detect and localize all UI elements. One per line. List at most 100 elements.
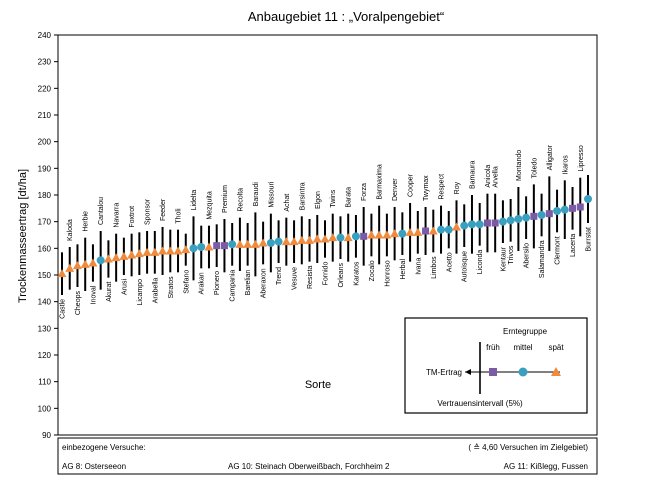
category-label: Elgon — [315, 191, 322, 209]
data-point-recolta — [235, 239, 245, 248]
data-point-mezquita — [204, 242, 214, 251]
category-label: Arabella — [152, 278, 159, 304]
category-label: Tholi — [176, 208, 183, 224]
legend-tm-label: TM-Ertrag — [426, 368, 462, 377]
y-tick-label: 190 — [38, 164, 52, 173]
data-point-foxtrot — [127, 250, 137, 259]
category-label: Kaloda — [67, 219, 74, 241]
data-point-bamaura — [467, 220, 476, 229]
legend-marker-spaet — [551, 367, 561, 376]
category-label: Premium — [222, 185, 229, 213]
category-label: Twins — [330, 189, 337, 207]
data-point-cantalou — [96, 256, 105, 265]
data-point-salamandra — [537, 211, 546, 219]
data-point-arakan — [197, 243, 206, 251]
category-label: Montando — [516, 150, 523, 181]
category-label: Acetto — [446, 252, 453, 272]
y-tick-label: 110 — [38, 378, 51, 387]
footer-ag8: AG 8: Osterseeon — [62, 462, 126, 471]
data-point-anicola — [483, 219, 491, 227]
category-label: Trend — [276, 267, 283, 285]
category-label: Ivana — [415, 258, 422, 275]
data-point-abersilo — [522, 213, 531, 222]
category-label: Akurat — [106, 282, 113, 302]
footer: einbezogene Versuche: ( ≙ 4,60 Versuchen… — [57, 437, 598, 475]
category-label: Resista — [307, 266, 314, 289]
category-label: Abersilo — [524, 243, 531, 268]
footer-ag11: AG 11: Kißlegg, Fussen — [504, 462, 588, 471]
data-point-orleans — [336, 233, 345, 242]
category-label: Orleans — [338, 263, 345, 288]
data-point-pionero — [213, 242, 221, 250]
category-label: Roy — [454, 181, 461, 194]
data-point-stefano — [181, 245, 191, 254]
data-point-aberaxon — [258, 238, 268, 247]
data-point-karatos — [351, 232, 360, 241]
y-tick-label: 180 — [38, 191, 52, 200]
category-label: Stratos — [168, 276, 175, 299]
chart-title: Anbaugebiet 11 : „Voralpengebiet“ — [248, 9, 444, 24]
data-point-arusi — [119, 251, 129, 260]
category-label: Fornido — [323, 262, 330, 286]
data-point-arabella — [150, 247, 160, 256]
category-label: Mezquita — [206, 191, 213, 220]
data-point-kentaur — [498, 217, 507, 226]
data-point-castle — [57, 269, 67, 278]
data-point-lidelta — [189, 244, 198, 253]
category-label: Vesuve — [292, 267, 299, 290]
category-label: Barelian — [245, 270, 252, 296]
legend-label-mittel: mittel — [513, 343, 532, 352]
category-label: Arakan — [199, 272, 206, 294]
data-point-fornido — [320, 234, 330, 243]
y-tick-label: 150 — [38, 271, 52, 280]
category-label: Pionero — [214, 271, 221, 295]
category-label: Bamaura — [469, 160, 476, 189]
data-point-trivos — [506, 216, 515, 225]
category-label: Zocalo — [369, 260, 376, 281]
category-label: Arvella — [493, 166, 500, 188]
data-point-autoisque — [460, 221, 469, 230]
data-point-denver — [390, 229, 400, 238]
data-points — [57, 175, 592, 295]
data-point-honroso — [382, 230, 392, 239]
category-label: Denver — [392, 178, 399, 201]
footer-box — [57, 437, 598, 475]
data-point-herbie — [80, 259, 90, 268]
category-label: Salamandra — [539, 240, 546, 278]
category-label: Autoisque — [462, 251, 469, 282]
category-label: Respect — [439, 174, 446, 200]
footer-note: ( ≙ 4,60 Versuchen im Zielgebiet) — [468, 443, 588, 452]
data-point-burrstat — [584, 195, 592, 203]
legend-arrow-icon — [465, 369, 471, 375]
legend-ci-label: Vertrauensintervall (5%) — [437, 399, 523, 408]
x-axis-label: Sorte — [305, 379, 331, 391]
category-label: Lidelta — [191, 190, 198, 211]
data-point-clermont — [553, 207, 562, 215]
category-label: Toledo — [531, 158, 538, 179]
category-label: Herbie — [83, 211, 90, 232]
data-point-baraudi — [250, 239, 260, 248]
y-tick-label: 90 — [42, 431, 51, 440]
category-label: Burrstat — [586, 227, 593, 252]
category-label: Limbos — [431, 256, 438, 279]
data-point-vesuve — [289, 237, 299, 246]
data-point-barata — [343, 233, 353, 242]
category-label: Herbal — [400, 259, 407, 280]
category-label: Forza — [361, 183, 368, 201]
y-tick-label: 160 — [38, 244, 52, 253]
legend-marker-mittel — [518, 367, 528, 377]
category-label: Clermont — [555, 236, 562, 264]
data-point-trend — [274, 237, 283, 246]
category-label: Inoval — [90, 285, 97, 304]
footer-heading: einbezogene Versuche: — [62, 443, 146, 452]
category-labels: Castle Kaloda Cheops Herbie Inoval Cantalou Ak… — [60, 144, 593, 318]
data-point-cheops — [72, 261, 82, 270]
data-point-alligator — [545, 210, 553, 218]
category-label: Barmaxima — [377, 164, 384, 200]
category-label: Karatos — [353, 261, 360, 286]
data-point-inoval — [88, 258, 98, 267]
category-label: Ikaros — [562, 155, 569, 175]
y-tick-label: 220 — [38, 84, 52, 93]
category-label: Trivos — [508, 245, 515, 264]
